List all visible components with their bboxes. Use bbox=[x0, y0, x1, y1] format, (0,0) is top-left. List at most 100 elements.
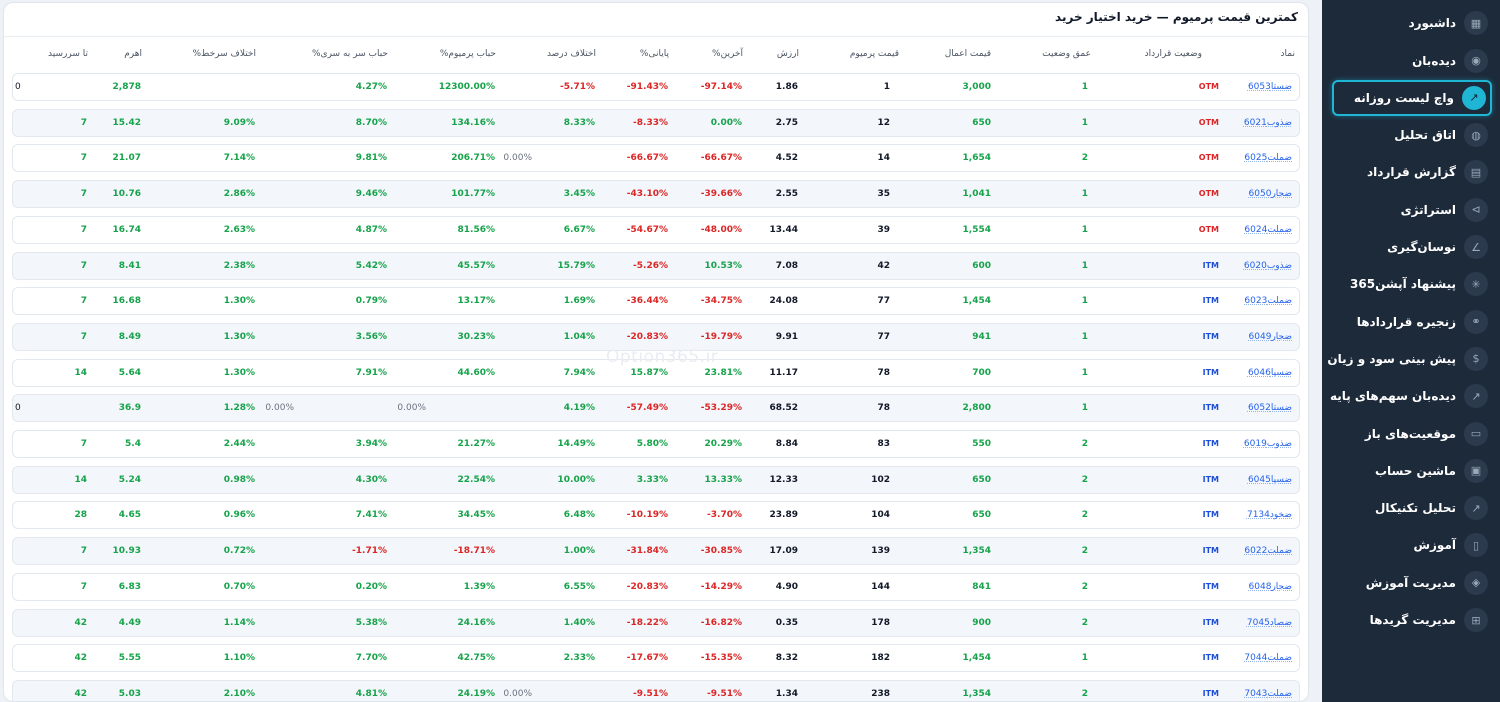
cell-symbol[interactable]: ضخود7134 bbox=[1246, 510, 1292, 521]
cell-depth: 1 bbox=[1081, 189, 1088, 200]
cell-depth: 1 bbox=[1081, 82, 1088, 92]
cell-symbol[interactable]: ضملت6023 bbox=[1244, 296, 1292, 307]
table-row[interactable]: ضجار6049 ITM 1 941 77 9.91 -19.79% -20.83% 1.04%… bbox=[12, 322, 1300, 351]
table-row[interactable]: ضجار6050 OTM 1 1,041 35 2.55 -39.66% -43.10% 3.4… bbox=[12, 180, 1300, 209]
cell-symbol[interactable]: ضصاد7045 bbox=[1246, 617, 1292, 628]
cell-symbol[interactable]: ضملت6022 bbox=[1244, 546, 1292, 557]
col-close-pct-header[interactable]: %پایانی bbox=[639, 49, 669, 59]
cell-symbol[interactable]: ضستا6053 bbox=[1247, 82, 1292, 92]
table-row[interactable]: ضسپا6045 ITM 2 650 102 12.33 13.33% 3.33% 10.00%… bbox=[12, 465, 1300, 494]
cell-symbol[interactable]: ضسپا6045 bbox=[1247, 474, 1292, 485]
sidebar-item-dollar[interactable]: $ پیش بینی سود و زیان bbox=[1327, 341, 1492, 377]
sidebar-item-sparkle[interactable]: ✳ پیشنهاد آپشن365 bbox=[1332, 266, 1492, 302]
table-row[interactable]: ضذوب6021 OTM 1 650 12 2.75 0.00% -8.33% 8.33% 134… bbox=[12, 108, 1300, 137]
col-premium-header[interactable]: قیمت پرمیوم bbox=[849, 49, 899, 59]
cell-symbol[interactable]: ضسپا6046 bbox=[1247, 367, 1292, 378]
sidebar-item-strategy[interactable]: ⊳ استراتژی bbox=[1332, 192, 1492, 228]
table-row[interactable]: ضصاد7045 ITM 2 900 178 0.35 -16.82% -18.22% 1.40… bbox=[12, 608, 1300, 637]
sidebar-item-label: دیده‌بان سهم‌های پایه bbox=[1329, 389, 1456, 404]
sidebar-item-list[interactable]: ▭ موقعیت‌های باز bbox=[1332, 416, 1492, 452]
sidebar-item-globe[interactable]: ◍ اتاق تحلیل bbox=[1332, 117, 1492, 153]
cell-symbol[interactable]: ضستا6052 bbox=[1247, 403, 1292, 414]
cell-symbol[interactable]: ضملت7044 bbox=[1244, 653, 1292, 664]
cell-symbol[interactable]: ضملت6024 bbox=[1244, 224, 1292, 235]
globe-icon: ◍ bbox=[1464, 123, 1488, 148]
cell-margin-diff: 1.10% bbox=[223, 653, 255, 664]
cell-strike: 1,354 bbox=[962, 688, 991, 699]
sidebar-item-link[interactable]: ⚭ زنجیره قراردادها bbox=[1332, 304, 1492, 340]
col-margin-diff-header[interactable]: %اختلاف سرخط bbox=[192, 49, 256, 59]
col-status-header[interactable]: وضعیت قرارداد bbox=[1144, 49, 1202, 59]
cell-margin-diff: 2.63% bbox=[223, 224, 255, 235]
cell-diff-pct: 6.67% bbox=[563, 224, 595, 235]
cell-symbol[interactable]: ضذوب6019 bbox=[1243, 439, 1292, 449]
table-row[interactable]: ضستا6053 OTM 1 3,000 1 1.86 -97.14% -91.43% -5.7… bbox=[12, 73, 1300, 101]
cell-premium-bubble: 22.54% bbox=[457, 474, 496, 485]
table-row[interactable]: ضجار6048 ITM 2 841 144 4.90 -14.29% -20.83% 6.55… bbox=[12, 572, 1300, 601]
col-leverage-header[interactable]: اهرم bbox=[124, 49, 142, 59]
col-strike-header[interactable]: قیمت اعمال bbox=[944, 49, 991, 59]
sidebar: ▦ داشبورد ◉ دیده‌بان ↗ واچ لیست روزانه ◍ اتاق ت… bbox=[1322, 0, 1500, 702]
table-row[interactable]: ضملت6023 ITM 1 1,454 77 24.08 -34.75% -36.44% 1.… bbox=[12, 287, 1300, 316]
cell-diff-pct-extra: 0.00% bbox=[503, 153, 532, 164]
cell-margin-diff: 7.14% bbox=[223, 153, 255, 164]
table-row[interactable]: ضخود7134 ITM 2 650 104 23.89 -3.70% -10.19% 6.48… bbox=[12, 501, 1300, 530]
table-row[interactable]: ضملت7043 ITM 2 1,354 238 1.34 -9.51% -9.51% 0.00… bbox=[12, 679, 1300, 701]
cell-diff-pct: 7.94% bbox=[563, 367, 595, 378]
col-diff-pct-header[interactable]: اختلاف درصد bbox=[546, 49, 596, 59]
cell-leverage: 8.41 bbox=[118, 260, 141, 271]
sidebar-item-grid-add[interactable]: ⊞ مدیریت گریدها bbox=[1332, 602, 1492, 638]
sidebar-item-layers[interactable]: ◈ مدیریت آموزش bbox=[1332, 565, 1492, 601]
cell-status: ITM bbox=[1202, 296, 1219, 306]
col-breakeven-bubble-header[interactable]: %حباب سر به سری bbox=[311, 49, 388, 59]
table-row[interactable]: ضستا6052 ITM 1 2,800 78 68.52 -53.29% -57.49% 4.… bbox=[12, 394, 1300, 423]
cell-premium: 39 bbox=[877, 224, 890, 235]
table-row[interactable]: ضملت6025 OTM 2 1,654 14 4.52 -66.67% -66.67% 0.0… bbox=[12, 144, 1300, 173]
cell-symbol[interactable]: ضملت7043 bbox=[1244, 688, 1292, 699]
cell-symbol[interactable]: ضجار6048 bbox=[1248, 581, 1292, 592]
page-title: کمترین قیمت پرمیوم — خرید اختیار خرید bbox=[1055, 10, 1298, 24]
cell-depth: 2 bbox=[1081, 153, 1088, 164]
cell-premium: 42 bbox=[877, 260, 890, 271]
cell-breakeven-bubble: 3.94% bbox=[355, 439, 387, 449]
cell-symbol[interactable]: ضذوب6021 bbox=[1243, 117, 1292, 128]
cell-depth: 1 bbox=[1081, 224, 1088, 235]
table-row[interactable]: ضذوب6019 ITM 2 550 83 8.84 20.29% 5.80% 14.49% 21… bbox=[12, 430, 1300, 458]
cell-symbol[interactable]: ضجار6050 bbox=[1248, 189, 1292, 200]
col-last-pct-header[interactable]: %آخرین bbox=[712, 49, 743, 59]
col-premium-bubble-header[interactable]: %حباب پرمیوم bbox=[439, 49, 496, 59]
cell-diff-pct: 14.49% bbox=[557, 439, 596, 449]
sidebar-item-trend[interactable]: ∠ نوسان‌گیری bbox=[1332, 229, 1492, 265]
cell-leverage: 10.76 bbox=[112, 189, 141, 200]
cell-days: 0 bbox=[15, 403, 21, 414]
sidebar-item-grid[interactable]: ▦ داشبورد bbox=[1332, 5, 1492, 41]
cell-symbol[interactable]: ضملت6025 bbox=[1244, 153, 1292, 164]
cell-last-pct: -34.75% bbox=[700, 296, 742, 307]
table-row[interactable]: ضذوب6020 ITM 1 600 42 7.08 10.53% -5.26% 15.79% 4… bbox=[12, 251, 1300, 280]
col-symbol-header[interactable]: نماد bbox=[1280, 49, 1295, 59]
sidebar-item-book[interactable]: ▯ آموزش bbox=[1332, 527, 1492, 563]
col-depth-header[interactable]: عمق وضعیت bbox=[1042, 49, 1091, 59]
cell-symbol[interactable]: ضجار6049 bbox=[1248, 331, 1292, 342]
table-row[interactable]: ضملت6024 OTM 1 1,554 39 13.44 -48.00% -54.67% 6.… bbox=[12, 215, 1300, 244]
sidebar-item-line-chart[interactable]: ↗ دیده‌بان سهم‌های پایه bbox=[1329, 378, 1492, 414]
sidebar-item-eye[interactable]: ◉ دیده‌بان bbox=[1332, 43, 1492, 79]
cell-breakeven-bubble: 4.27% bbox=[355, 82, 387, 92]
sidebar-item-document[interactable]: ▤ گزارش قرارداد bbox=[1332, 154, 1492, 190]
sidebar-item-analysis[interactable]: ↗ تحلیل تکنیکال bbox=[1332, 490, 1492, 526]
sidebar-item-calculator[interactable]: ▣ ماشین حساب bbox=[1332, 453, 1492, 489]
document-icon: ▤ bbox=[1464, 160, 1488, 185]
sidebar-item-chart-up[interactable]: ↗ واچ لیست روزانه bbox=[1332, 79, 1492, 116]
col-days-header[interactable]: تا سررسید bbox=[48, 49, 88, 59]
cell-close-pct: -17.67% bbox=[626, 653, 668, 664]
cell-close-pct: -43.10% bbox=[626, 189, 668, 200]
col-value-header[interactable]: ارزش bbox=[776, 49, 799, 59]
cell-strike: 941 bbox=[972, 331, 991, 342]
table-row[interactable]: ضسپا6046 ITM 1 700 78 11.17 23.81% 15.87% 7.94% 4… bbox=[12, 358, 1300, 387]
sidebar-item-label: پیش بینی سود و زیان bbox=[1327, 351, 1456, 366]
table-row[interactable]: ضملت7044 ITM 1 1,454 182 8.32 -15.35% -17.67% 2.… bbox=[12, 644, 1300, 673]
cell-value: 1.86 bbox=[775, 82, 798, 92]
cell-status: ITM bbox=[1202, 653, 1219, 663]
table-row[interactable]: ضملت6022 ITM 2 1,354 139 17.09 -30.85% -31.84% 1… bbox=[12, 537, 1300, 566]
cell-symbol[interactable]: ضذوب6020 bbox=[1243, 260, 1292, 271]
